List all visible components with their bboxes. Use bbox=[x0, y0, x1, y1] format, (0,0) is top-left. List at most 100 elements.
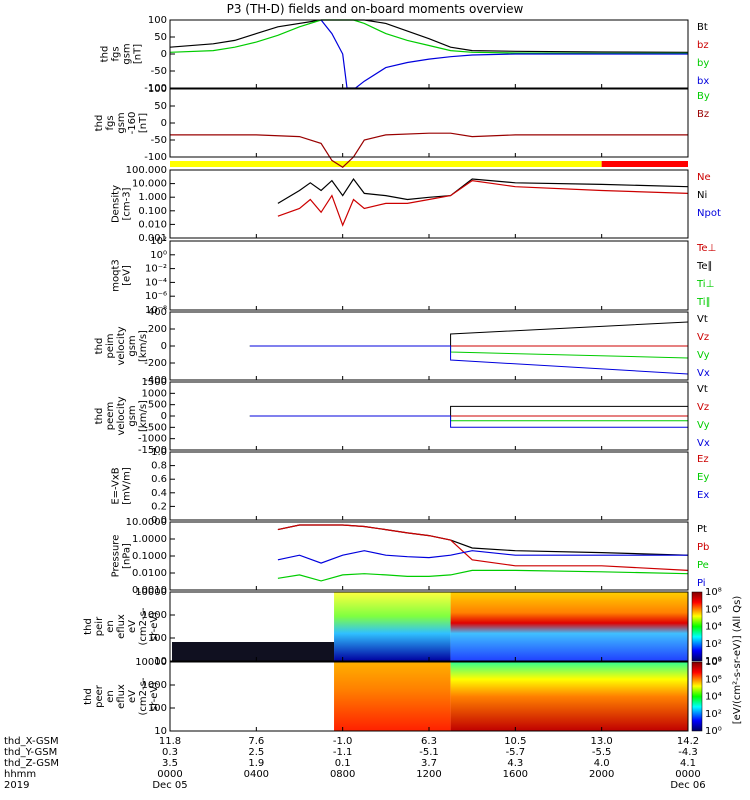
ylabel-peer-6: sr-eV) bbox=[149, 682, 160, 711]
panel-frame-temp bbox=[169, 240, 689, 311]
footer-t-6: 0000 bbox=[675, 769, 700, 780]
ytick-label-peem-2: 500 bbox=[148, 400, 167, 411]
footer-row-label-1: thd_Y-GSM bbox=[4, 747, 57, 758]
ytick-label-peim-4: -400 bbox=[144, 375, 167, 386]
ytick-label-efield-2: 0.6 bbox=[151, 474, 167, 485]
ylabel-peer-1: peer bbox=[94, 684, 105, 708]
series-pressure-Pb bbox=[277, 524, 689, 571]
ytick-label-fgs-3: -50 bbox=[151, 66, 167, 77]
ytick-label-peem-1: 1000 bbox=[142, 388, 167, 399]
footer-x-2: -1.0 bbox=[333, 736, 353, 747]
legends: Bt bz by bx By Bz Ne Ni Npot Te⊥ Te∥ Ti⊥ Ti∥ Vt Vz Vy Vx… bbox=[696, 22, 721, 589]
ylabel-peir-1: peir bbox=[94, 616, 105, 636]
ylabel-fgs-0: thd bbox=[100, 46, 111, 63]
footer-row-label-3: hhmm bbox=[4, 769, 36, 780]
ytick-label-temp-1: 10⁰ bbox=[150, 250, 167, 261]
ylabel-fgs_dsl-3: -160 bbox=[127, 112, 138, 135]
legend-pressure-3: Pi bbox=[697, 578, 706, 589]
footer-t-3: 1200 bbox=[416, 769, 441, 780]
ytick-label-fgs_dsl-1: 50 bbox=[154, 101, 167, 112]
ytick-label-peem-6: -1500 bbox=[138, 445, 167, 456]
series-lines bbox=[169, 19, 689, 582]
peir-spectrogram-late bbox=[450, 592, 688, 661]
ylabel-pressure-1: [nPa] bbox=[122, 543, 133, 569]
ytick-label-pressure-4: 0.0010 bbox=[132, 585, 167, 596]
footer-x-0: 11.8 bbox=[159, 736, 181, 747]
series-fgs-by bbox=[169, 19, 688, 54]
ylabel-peer-4: eV bbox=[127, 690, 138, 703]
panel-frame-pressure bbox=[169, 521, 689, 591]
ylabel-temp-0: moqt3 bbox=[111, 259, 122, 292]
legend-peim-1: Vz bbox=[697, 332, 709, 343]
footer-y-6: -4.3 bbox=[678, 747, 698, 758]
ytick-label-temp-5: 10⁻⁸ bbox=[145, 305, 167, 316]
ytick-label-peem-5: -1000 bbox=[138, 434, 167, 445]
ytick-label-peim-0: 400 bbox=[148, 307, 167, 318]
footer-t-2: 0800 bbox=[330, 769, 355, 780]
mode-bar bbox=[170, 161, 688, 167]
ytick-label-peer-2: 100 bbox=[148, 703, 167, 714]
ytick-label-density-3: 0.100 bbox=[138, 206, 167, 217]
footer-x-5: 13.0 bbox=[591, 736, 613, 747]
ylabel-peem-4: [km/s] bbox=[138, 400, 149, 432]
ylabel-peer-0: thd bbox=[83, 688, 94, 705]
ylabel-peim-0: thd bbox=[94, 338, 105, 355]
colorbar: 10⁸10⁶10⁴10²10⁰10⁸10⁶10⁴10²10⁰[eV/(cm²-s… bbox=[691, 587, 743, 737]
ytick-label-peim-1: 200 bbox=[148, 324, 167, 335]
ytick-label-density-4: 0.010 bbox=[138, 219, 167, 230]
ytick-label-density-2: 1.000 bbox=[138, 192, 167, 203]
ytick-label-fgs-4: -100 bbox=[144, 83, 167, 94]
legend-temp-2: Ti⊥ bbox=[696, 279, 714, 290]
footer-d-6: Dec 06 bbox=[670, 780, 705, 791]
legend-efield-1: Ey bbox=[697, 472, 709, 483]
ylabel-peer-2: en bbox=[105, 690, 116, 703]
ylabel-fgs_dsl-4: [nT] bbox=[138, 113, 149, 133]
footer-row-label-0: thd_X-GSM bbox=[4, 736, 59, 747]
footer-y-2: -1.1 bbox=[333, 747, 353, 758]
legend-fgs-1: bz bbox=[697, 40, 709, 51]
ylabel-fgs-2: gsm bbox=[122, 43, 133, 64]
legend-peem-1: Vz bbox=[697, 402, 709, 413]
ytick-label-temp-0: 10² bbox=[150, 236, 167, 247]
colorbar-tick-bottom-3: 10² bbox=[705, 709, 722, 720]
ytick-label-peir-0: 10000 bbox=[135, 587, 167, 598]
ylabel-fgs_dsl-2: gsm bbox=[116, 112, 127, 133]
axes bbox=[169, 19, 689, 732]
ylabel-peim-3: gsm bbox=[127, 335, 138, 356]
ylabel-efield-1: [mV/m] bbox=[122, 467, 133, 505]
ylabel-pressure-0: Pressure bbox=[111, 535, 122, 578]
legend-pressure-2: Pe bbox=[697, 560, 709, 571]
legend-density-0: Ne bbox=[697, 172, 711, 183]
legend-density-1: Ni bbox=[697, 190, 707, 201]
ylabel-fgs-1: fgs bbox=[111, 46, 122, 61]
footer-z-3: 3.7 bbox=[421, 758, 437, 769]
colorbar-tick-bottom-2: 10⁴ bbox=[705, 692, 722, 703]
footer-d-0: Dec 05 bbox=[152, 780, 187, 791]
colorbar-tick-top-4: 10⁰ bbox=[705, 656, 722, 667]
ylabel-fgs_dsl-0: thd bbox=[94, 115, 105, 132]
legend-fgs-0: Bt bbox=[697, 22, 708, 33]
footer-row-label-2: thd_Z-GSM bbox=[4, 758, 59, 769]
series-density-Ne bbox=[277, 179, 689, 227]
legend-temp-3: Ti∥ bbox=[696, 297, 711, 308]
ylabel-peim-1: peim bbox=[105, 333, 116, 358]
colorbar-bottom bbox=[691, 661, 703, 732]
ylabel-peir-3: eflux bbox=[116, 614, 127, 639]
peem-trace-3 bbox=[249, 415, 688, 428]
ytick-label-peem-0: 1500 bbox=[142, 377, 167, 388]
footer-x-1: 7.6 bbox=[248, 736, 264, 747]
peer-spectrogram-early bbox=[334, 662, 451, 731]
legend-pressure-0: Pt bbox=[697, 524, 707, 535]
footer-t-5: 2000 bbox=[589, 769, 614, 780]
ylabel-peir-4: eV bbox=[127, 620, 138, 633]
ylabel-peem-0: thd bbox=[94, 408, 105, 425]
peim-trace-0 bbox=[249, 321, 689, 347]
footer-y-4: -5.7 bbox=[506, 747, 526, 758]
footer-z-1: 1.9 bbox=[248, 758, 264, 769]
footer-y-1: 2.5 bbox=[248, 747, 264, 758]
ylabel-density-1: [cm-3] bbox=[122, 187, 133, 220]
series-fgs_dsl-Bz bbox=[170, 132, 688, 168]
ylabel-peim-2: velocity bbox=[116, 326, 127, 365]
peir-spectrogram-early bbox=[334, 592, 451, 661]
footer-x-3: 6.3 bbox=[421, 736, 437, 747]
